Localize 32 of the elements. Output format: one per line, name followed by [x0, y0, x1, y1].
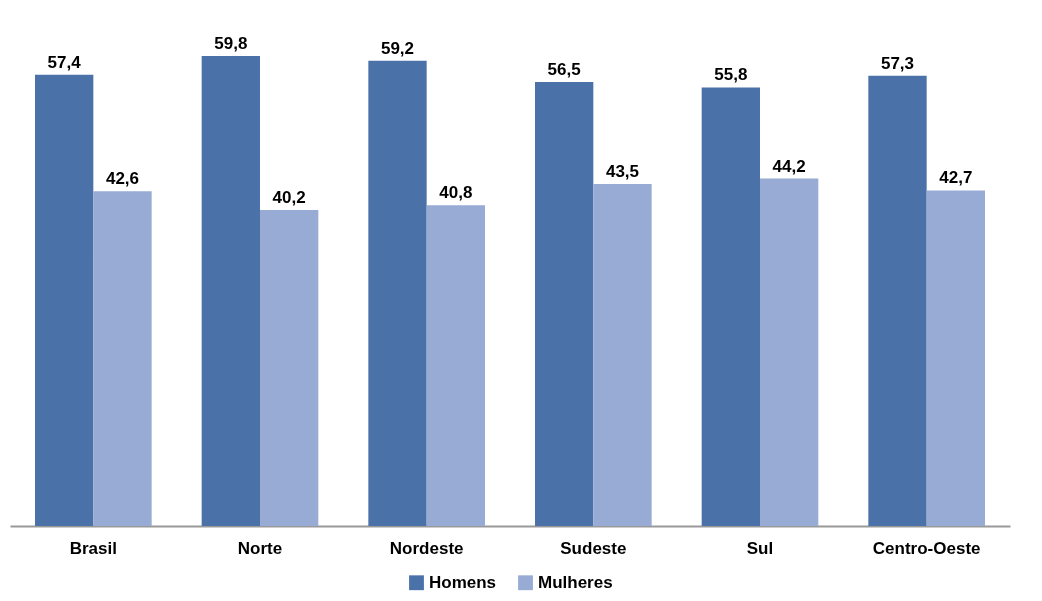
bar: [426, 205, 485, 526]
data-label: 40,2: [272, 188, 306, 208]
bar: [260, 210, 319, 526]
bar: [593, 184, 652, 526]
bar: [368, 60, 427, 526]
x-tick-label: Nordeste: [389, 538, 464, 558]
data-label: 59,8: [214, 34, 248, 53]
bar: [760, 178, 819, 526]
x-tick-label: Sul: [746, 538, 774, 558]
x-tick-label: Sudeste: [560, 538, 627, 558]
bar: [701, 87, 760, 526]
data-label: 56,5: [547, 59, 581, 79]
x-tick-label: Norte: [237, 538, 283, 558]
bar: [926, 190, 985, 526]
bar: [35, 74, 94, 526]
data-label: 44,2: [772, 156, 806, 176]
data-label: 59,2: [380, 38, 415, 58]
data-label: 40,8: [439, 183, 473, 203]
data-label: 42,6: [105, 169, 140, 189]
bar: [535, 81, 594, 526]
legend-label: Homens: [429, 572, 497, 592]
data-label: 57,4: [47, 52, 82, 72]
data-label: 42,7: [939, 168, 973, 188]
data-label: 55,8: [714, 65, 748, 85]
x-tick-label: Brasil: [69, 538, 117, 558]
x-tick-label: Centro-Oeste: [872, 538, 981, 558]
bar: [93, 191, 152, 526]
legend-label: Mulheres: [538, 572, 613, 592]
data-label: 43,5: [605, 162, 640, 182]
bar: [201, 56, 260, 526]
bar: [868, 75, 927, 526]
data-label: 57,3: [880, 53, 915, 73]
